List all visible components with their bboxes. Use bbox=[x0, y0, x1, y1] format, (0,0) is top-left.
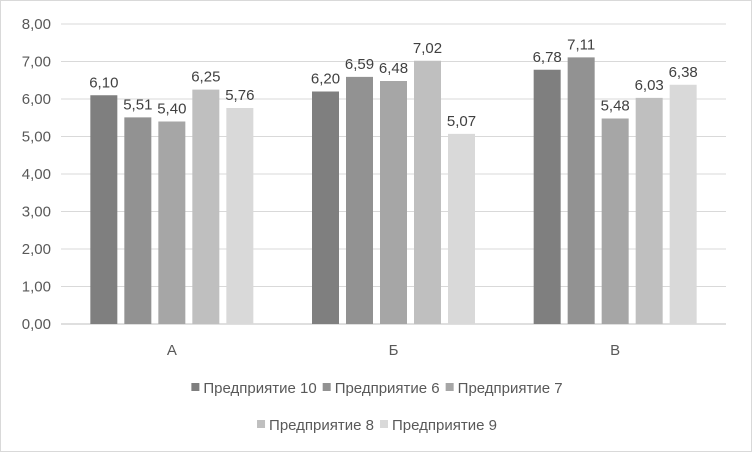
data-label: 6,48 bbox=[379, 60, 408, 77]
legend-item: Предприятие 10 bbox=[191, 380, 317, 397]
legend-item: Предприятие 9 bbox=[380, 417, 497, 434]
legend-label: Предприятие 10 bbox=[203, 380, 316, 397]
legend-label: Предприятие 8 bbox=[269, 417, 374, 434]
data-label: 6,78 bbox=[533, 49, 562, 66]
legend-swatch bbox=[380, 420, 388, 428]
bar bbox=[226, 108, 254, 324]
legend-swatch bbox=[191, 383, 200, 391]
data-label: 5,07 bbox=[447, 113, 476, 130]
legend-swatch bbox=[322, 383, 331, 391]
bar bbox=[380, 81, 407, 324]
data-label: 7,11 bbox=[567, 36, 595, 53]
y-tick-label: 4,00 bbox=[22, 166, 51, 183]
y-tick-label: 8,00 bbox=[22, 16, 51, 33]
data-label: 5,76 bbox=[225, 87, 254, 104]
bars bbox=[90, 57, 697, 324]
bar bbox=[192, 89, 220, 324]
x-tick-label: А bbox=[167, 342, 177, 359]
data-label: 5,48 bbox=[601, 98, 630, 115]
bar bbox=[567, 57, 595, 324]
legend-label: Предприятие 7 bbox=[458, 380, 563, 397]
bar bbox=[414, 60, 441, 324]
bar bbox=[346, 76, 373, 324]
data-label: 5,40 bbox=[157, 101, 186, 118]
y-tick-label: 0,00 bbox=[22, 316, 51, 333]
legend: Предприятие 10 Предприятие 6 Предприятие 7… bbox=[191, 380, 563, 434]
data-label: 6,38 bbox=[669, 64, 698, 81]
bar bbox=[312, 91, 339, 324]
axes: 0,00 1,00 2,00 3,00 4,00 5,00 6,00 7,00 8,00 А Б В bbox=[22, 16, 620, 359]
legend-item: Предприятие 7 bbox=[445, 380, 563, 397]
bar bbox=[448, 133, 475, 324]
y-tick-label: 3,00 bbox=[22, 204, 51, 221]
data-label: 7,02 bbox=[413, 40, 442, 57]
bar bbox=[601, 118, 629, 324]
legend-swatch bbox=[257, 420, 266, 428]
bar bbox=[90, 95, 118, 324]
legend-item: Предприятие 8 bbox=[257, 417, 374, 434]
data-label: 6,59 bbox=[345, 56, 374, 73]
legend-label: Предприятие 6 bbox=[335, 380, 440, 397]
data-label: 5,51 bbox=[123, 96, 152, 113]
y-tick-label: 7,00 bbox=[22, 54, 51, 71]
bar bbox=[533, 69, 561, 324]
bar bbox=[669, 84, 697, 324]
bar bbox=[635, 97, 663, 324]
y-tick-label: 1,00 bbox=[22, 279, 51, 296]
data-label: 6,10 bbox=[89, 74, 118, 91]
data-label: 6,25 bbox=[191, 69, 220, 86]
data-label: 6,20 bbox=[311, 71, 340, 88]
legend-swatch bbox=[445, 383, 454, 391]
bar bbox=[124, 117, 152, 324]
y-tick-label: 2,00 bbox=[22, 241, 51, 258]
x-tick-label: Б bbox=[389, 342, 399, 359]
legend-label: Предприятие 9 bbox=[392, 417, 497, 434]
x-tick-label: В bbox=[610, 342, 620, 359]
legend-item: Предприятие 6 bbox=[322, 380, 440, 397]
data-label: 6,03 bbox=[635, 77, 664, 94]
bar bbox=[158, 121, 186, 324]
data-labels: 6,10 5,51 5,40 6,25 5,76 6,20 6,59 6,48 7,02 5,07… bbox=[89, 36, 698, 130]
y-tick-label: 6,00 bbox=[22, 91, 51, 108]
y-tick-label: 5,00 bbox=[22, 129, 51, 146]
